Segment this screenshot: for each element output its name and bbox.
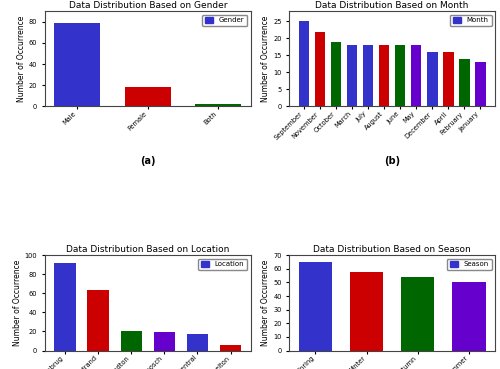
Y-axis label: Number of Occurrence: Number of Occurrence: [262, 15, 270, 102]
Bar: [88, 290, 109, 351]
Text: (a): (a): [140, 156, 156, 166]
Bar: [298, 262, 332, 351]
Y-axis label: Number of Occurrence: Number of Occurrence: [17, 15, 26, 102]
Legend: Month: Month: [450, 14, 492, 26]
Title: Data Distribution Based on Location: Data Distribution Based on Location: [66, 245, 230, 254]
Bar: [196, 104, 242, 106]
Bar: [54, 263, 76, 351]
Bar: [54, 23, 100, 106]
Title: Data Distribution Based on Gender: Data Distribution Based on Gender: [68, 1, 227, 10]
Bar: [395, 45, 406, 106]
Bar: [120, 331, 142, 351]
Bar: [379, 45, 390, 106]
Bar: [427, 52, 438, 106]
Bar: [347, 45, 358, 106]
Y-axis label: Number of Occurrence: Number of Occurrence: [13, 260, 22, 346]
Legend: Season: Season: [447, 259, 492, 270]
Bar: [363, 45, 374, 106]
Bar: [411, 45, 422, 106]
Bar: [314, 31, 325, 106]
Y-axis label: Number of Occurrence: Number of Occurrence: [262, 260, 270, 346]
Bar: [298, 21, 309, 106]
Bar: [331, 42, 341, 106]
Bar: [401, 277, 434, 351]
Bar: [186, 334, 208, 351]
Bar: [220, 345, 242, 351]
Legend: Location: Location: [198, 259, 247, 270]
Legend: Gender: Gender: [202, 14, 247, 26]
Bar: [125, 87, 171, 106]
Bar: [154, 332, 175, 351]
Bar: [475, 62, 486, 106]
Bar: [443, 52, 454, 106]
Bar: [459, 59, 469, 106]
Bar: [452, 282, 486, 351]
Title: Data Distribution Based on Month: Data Distribution Based on Month: [316, 1, 469, 10]
Title: Data Distribution Based on Season: Data Distribution Based on Season: [314, 245, 471, 254]
Bar: [350, 272, 383, 351]
Text: (b): (b): [384, 156, 400, 166]
